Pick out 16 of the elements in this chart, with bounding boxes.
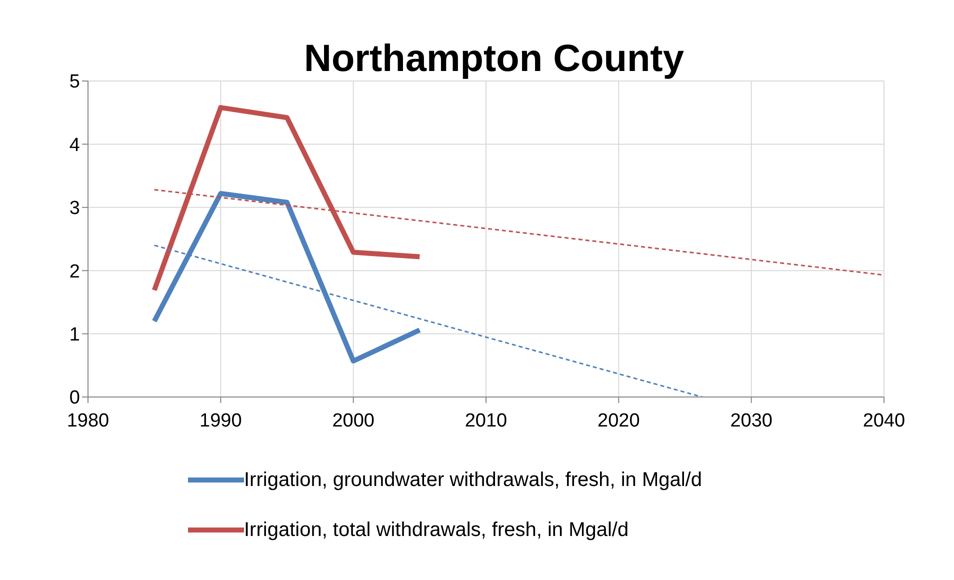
y-tick-label: 4	[69, 134, 80, 156]
y-tick-label: 2	[69, 261, 80, 282]
x-tick-label: 2000	[332, 410, 374, 432]
x-tick-label: 2040	[862, 410, 906, 432]
y-tick-label: 3	[69, 198, 80, 220]
x-tick-label: 2010	[464, 410, 508, 432]
x-tick-label: 1990	[200, 410, 242, 432]
x-tick-label: 1980	[66, 410, 110, 432]
legend-label: Irrigation, groundwater withdrawals, fresh, in Mgal/d	[244, 468, 702, 492]
x-tick-label: 2020	[598, 410, 640, 432]
x-tick-label: 2030	[730, 410, 772, 432]
y-tick-label: 1	[69, 324, 80, 346]
y-tick-label: 5	[69, 72, 80, 93]
y-tick-label: 0	[69, 388, 80, 409]
chart-title: Northampton County	[304, 38, 684, 80]
legend-label: Irrigation, total withdrawals, fresh, in Mgal/d	[244, 518, 629, 542]
